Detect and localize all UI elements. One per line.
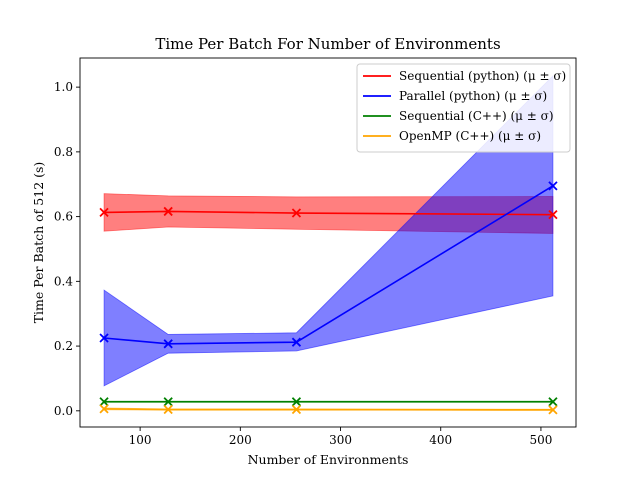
data-point-marker xyxy=(99,404,109,414)
data-point-marker xyxy=(163,397,173,407)
y-tick-label: 0.4 xyxy=(54,274,73,288)
data-point-marker xyxy=(99,397,109,407)
legend-label-sequential-c: Sequential (C++) (μ ± σ) xyxy=(399,109,554,123)
x-tick-label: 100 xyxy=(129,433,152,447)
std-band-parallel-python xyxy=(103,74,554,387)
series-line-parallel-python xyxy=(103,185,554,345)
data-point-marker xyxy=(548,405,558,415)
legend-label-sequential-python: Sequential (python) (μ ± σ) xyxy=(399,69,566,83)
data-point-marker xyxy=(291,397,302,407)
data-point-marker xyxy=(291,404,302,415)
x-tick-label: 200 xyxy=(229,433,252,447)
series-line-openmp-c xyxy=(104,408,553,411)
chart-title: Time Per Batch For Number of Environment… xyxy=(155,35,500,53)
data-point-marker xyxy=(291,208,302,218)
x-tick-label: 500 xyxy=(529,433,552,447)
data-point-marker xyxy=(291,337,302,347)
data-point-marker xyxy=(163,339,173,349)
data-point-marker xyxy=(548,181,558,191)
legend-label-openmp-c: OpenMP (C++) (μ ± σ) xyxy=(399,129,541,143)
data-point-marker xyxy=(548,210,558,220)
y-tick-label: 1.0 xyxy=(54,80,73,94)
data-point-marker xyxy=(99,333,109,343)
series-line-sequential-python xyxy=(104,210,553,216)
legend-label-parallel-python: Parallel (python) (μ ± σ) xyxy=(399,89,547,103)
data-point-marker xyxy=(548,397,558,407)
y-tick-label: 0.0 xyxy=(54,404,73,418)
y-axis-label: Time Per Batch of 512 (s) xyxy=(31,162,46,324)
data-point-marker xyxy=(163,404,173,415)
axis-ticks: 100 200 300 400 500 0.0 0.2 0.4 0.6 0.8 1.0 xyxy=(54,80,552,447)
data-point-marker xyxy=(99,207,109,218)
y-tick-label: 0.2 xyxy=(54,339,73,353)
plot-frame xyxy=(79,57,577,428)
x-tick-label: 400 xyxy=(429,433,452,447)
y-tick-label: 0.6 xyxy=(54,210,73,224)
data-point-marker xyxy=(163,206,173,217)
legend-box xyxy=(356,63,571,153)
x-axis-label: Number of Environments xyxy=(248,452,409,467)
series-lines xyxy=(99,181,558,415)
legend: Sequential (python) (μ ± σ) Parallel (pyt… xyxy=(356,63,571,153)
y-tick-label: 0.8 xyxy=(54,145,73,159)
x-tick-label: 300 xyxy=(329,433,352,447)
